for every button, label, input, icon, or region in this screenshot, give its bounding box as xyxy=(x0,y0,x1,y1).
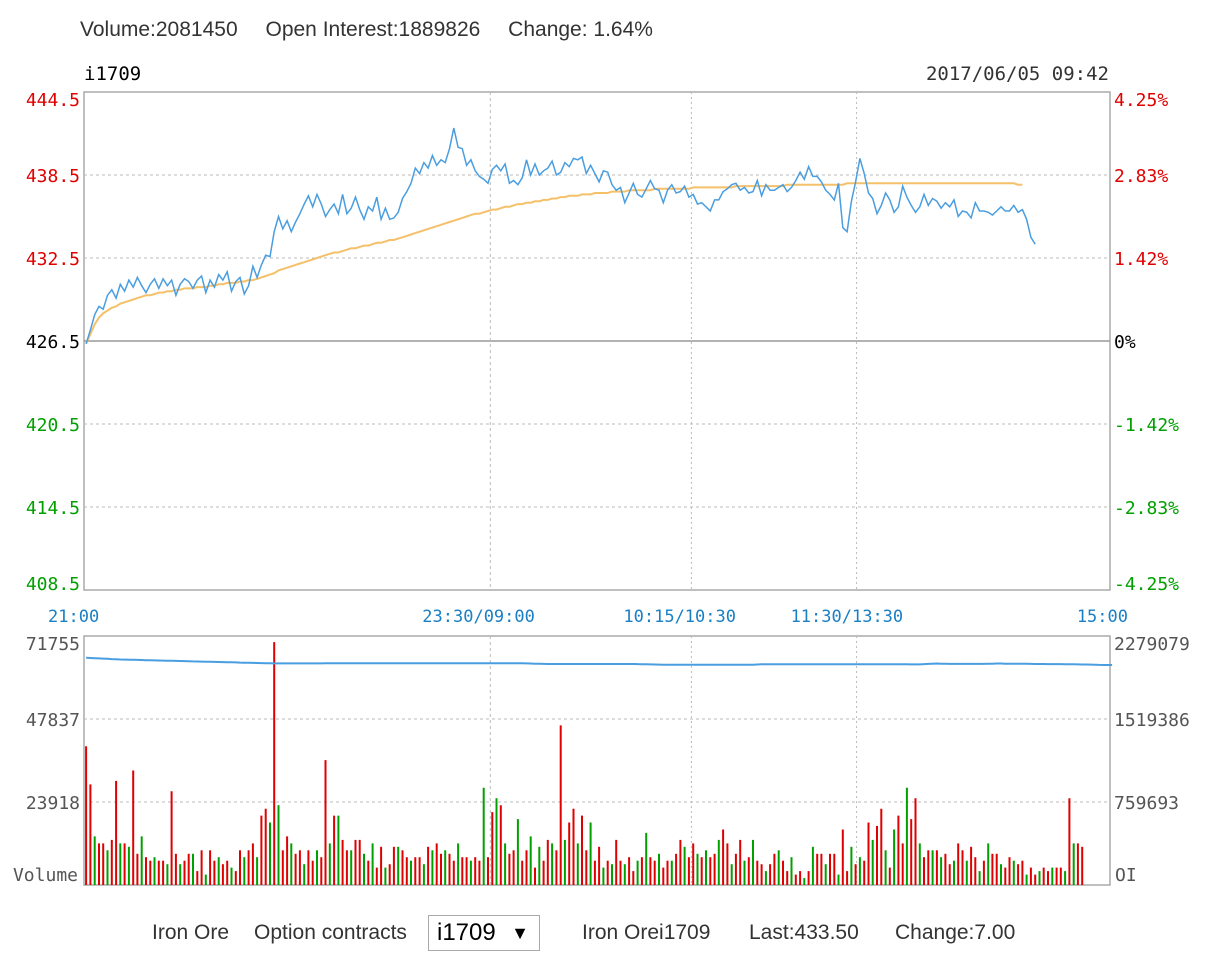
quote-name: Iron Orei1709 xyxy=(582,921,711,944)
selected-contract: i1709 xyxy=(437,919,496,946)
volume-tick-left: 71755 xyxy=(26,634,80,655)
price-tick-left: 420.5 xyxy=(26,415,80,436)
contract-select[interactable]: i1709 ▼ xyxy=(428,915,540,951)
volume-tick-left: 47837 xyxy=(26,710,80,731)
price-tick-left: 444.5 xyxy=(26,90,80,111)
volume-label: Volume:2081450 xyxy=(80,18,238,41)
percent-tick-right: -4.25% xyxy=(1114,574,1179,595)
oi-tick-right: 759693 xyxy=(1114,793,1179,814)
volume-grid xyxy=(83,635,1111,886)
volume-tick-left: 23918 xyxy=(26,793,80,814)
price-tick-left: 438.5 xyxy=(26,166,80,187)
intraday-chart: i1709 2017/06/05 09:42 444.5 4.25% 438.5 2.… xyxy=(13,63,1190,886)
volume-panel-frame xyxy=(83,635,1111,886)
option-contracts-label: Option contracts xyxy=(254,921,407,944)
percent-tick-right: -2.83% xyxy=(1114,498,1179,519)
price-line xyxy=(85,127,1036,345)
percent-tick-right: 1.42% xyxy=(1114,249,1168,270)
percent-tick-right: -1.42% xyxy=(1114,415,1179,436)
average-price-line xyxy=(85,182,1023,345)
price-tick-left: 408.5 xyxy=(26,574,80,595)
time-tick-label: 21:00 xyxy=(48,607,99,627)
oi-axis-label: OI xyxy=(1115,865,1137,886)
open-interest-label: Open Interest:1889826 xyxy=(265,18,481,41)
oi-tick-right: 1519386 xyxy=(1114,710,1190,731)
volume-bars xyxy=(85,642,1084,885)
open-interest-line xyxy=(86,656,1113,666)
time-tick-label: 11:30/13:30 xyxy=(791,607,904,627)
price-tick-left: 432.5 xyxy=(26,249,80,270)
percent-tick-right: 2.83% xyxy=(1114,166,1168,187)
percent-tick-right: 4.25% xyxy=(1114,90,1168,111)
price-grid xyxy=(83,91,1111,591)
price-tick-left: 414.5 xyxy=(26,498,80,519)
price-change: Change:7.00 xyxy=(895,921,1016,944)
volume-axis-label: Volume xyxy=(13,865,78,886)
time-tick-label: 23:30/09:00 xyxy=(422,607,535,627)
time-tick-label: 15:00 xyxy=(1077,607,1128,627)
quote-summary: Volume:2081450 Open Interest:1889826 Cha… xyxy=(80,18,675,42)
time-tick-label: 10:15/10:30 xyxy=(623,607,736,627)
percent-tick-right: 0% xyxy=(1114,332,1136,353)
last-price: Last:433.50 xyxy=(749,921,859,944)
symbol-label: i1709 xyxy=(84,63,141,85)
change-label: Change: 1.64% xyxy=(508,18,653,41)
price-tick-left: 426.5 xyxy=(26,332,80,353)
product-label: Iron Ore xyxy=(152,921,230,944)
chevron-down-icon: ▼ xyxy=(511,923,529,943)
datetime-label: 2017/06/05 09:42 xyxy=(926,63,1109,85)
oi-tick-right: 2279079 xyxy=(1114,634,1190,655)
